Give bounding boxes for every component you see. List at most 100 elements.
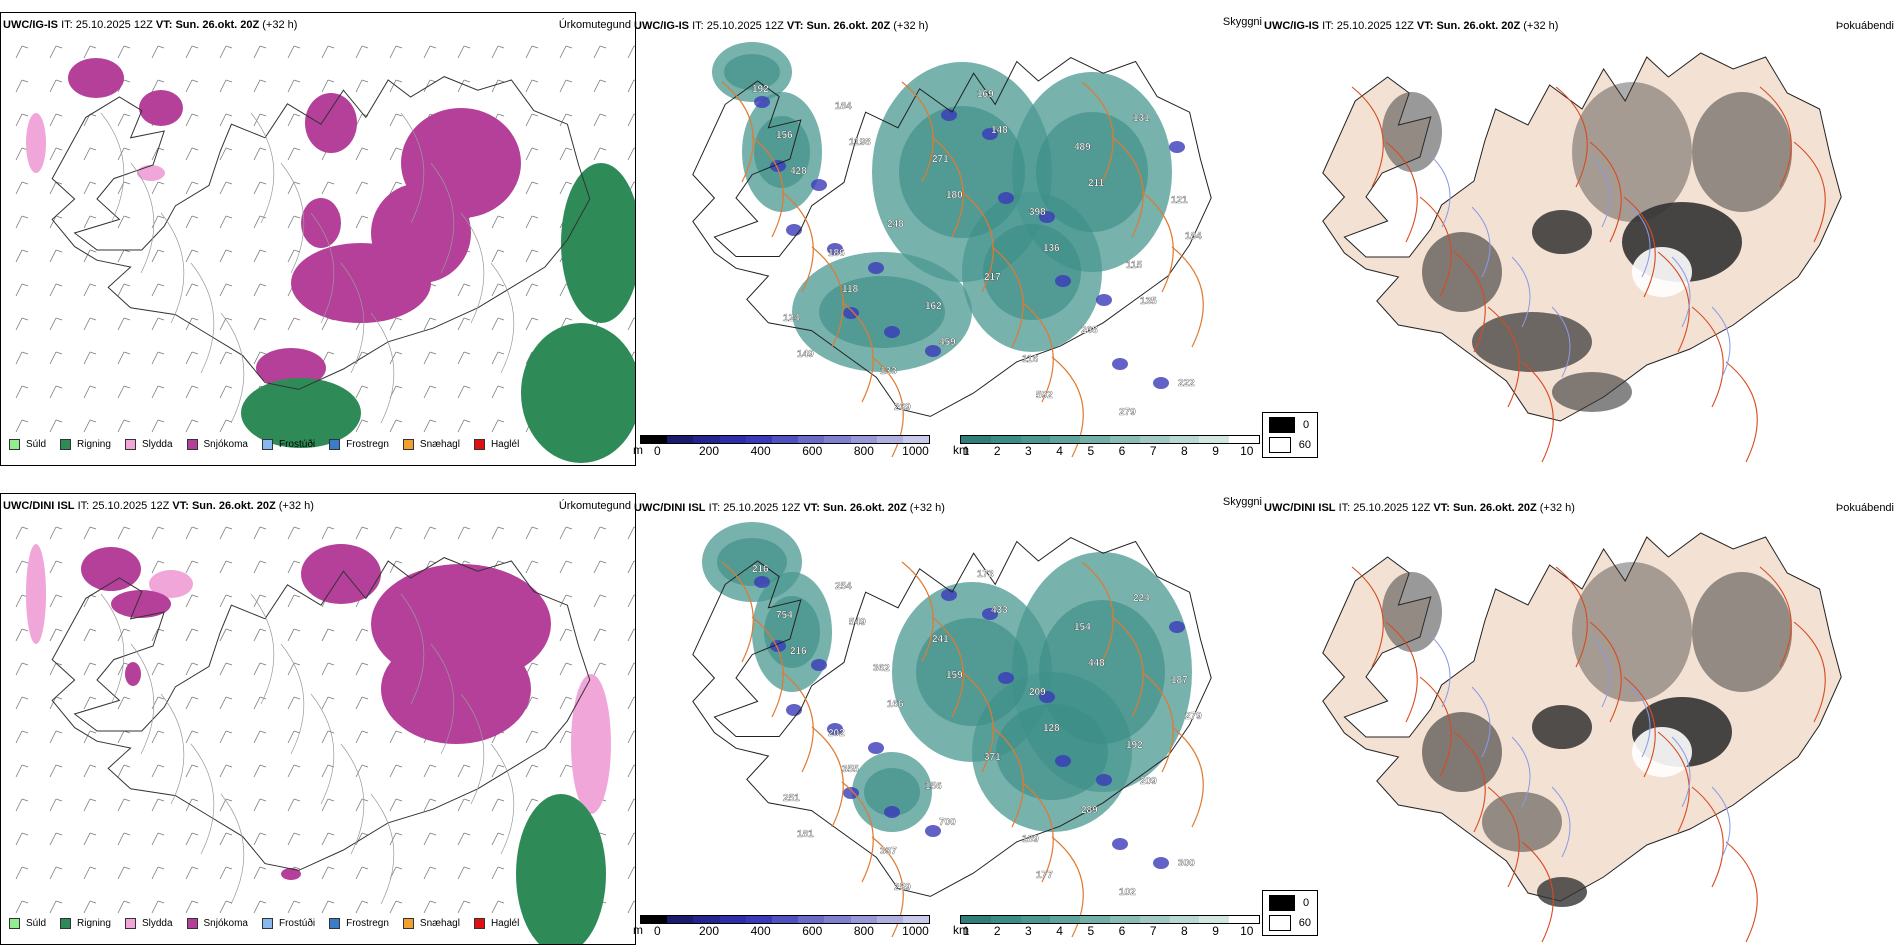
legend-label: Frostregn <box>346 918 389 929</box>
wind-barb <box>185 764 193 778</box>
wind-barb-flag <box>565 113 573 117</box>
wind-barb-flag <box>463 45 471 49</box>
wind-barb <box>219 730 227 744</box>
row1-cloudcover-panel: UWC/IG-IS IT: 25.10.2025 12Z VT: Sun. 26… <box>1262 12 1900 464</box>
wind-barb <box>219 79 227 93</box>
wind-barb <box>355 900 363 914</box>
road-line <box>931 136 964 238</box>
wind-barb-flag <box>565 560 573 564</box>
wind-barb-flag <box>293 832 301 836</box>
wind-barb-flag <box>259 866 267 870</box>
wind-barb-flag <box>395 45 403 49</box>
road-line <box>160 693 185 805</box>
cloud-base-value: 489 <box>1074 142 1091 153</box>
wind-barb <box>559 560 567 574</box>
wind-barb-flag <box>531 526 539 530</box>
road-line <box>1081 561 1114 663</box>
rain-area <box>241 378 361 448</box>
cloud-base-value: 156 <box>925 781 942 792</box>
wind-barb-flag <box>565 181 573 185</box>
colorbar-tick-label: 200 <box>699 444 720 458</box>
wind-barb <box>185 419 193 433</box>
wind-barb <box>389 181 397 195</box>
road-line <box>1419 196 1452 298</box>
wind-barb <box>355 798 363 812</box>
wind-barb-flag <box>21 662 29 666</box>
road-line <box>1385 621 1418 723</box>
road-line <box>931 616 964 718</box>
snow-area <box>68 58 124 98</box>
wind-barb <box>151 351 159 365</box>
wind-barb <box>287 730 295 744</box>
wind-barb <box>49 283 57 297</box>
snow-area <box>381 634 531 744</box>
road-line <box>961 671 994 773</box>
colorbar-swatches <box>640 435 930 444</box>
legend-item: Snæhagl <box>402 439 460 450</box>
wind-barb-flag <box>531 798 539 802</box>
cloud-base-value: 216 <box>790 646 807 657</box>
wind-barb-flag <box>259 181 267 185</box>
wind-barb-flag <box>565 526 573 530</box>
wind-barb-flag <box>225 628 233 632</box>
low-cloud-patch <box>1039 211 1055 223</box>
cloud-base-value: 459 <box>939 337 956 348</box>
cloud-base-value: 224 <box>1133 593 1150 604</box>
wind-barb-flag <box>395 181 403 185</box>
road-line <box>280 162 305 274</box>
wind-barb-flag <box>497 419 505 423</box>
wind-barb-flag <box>463 419 471 423</box>
legend-label: Haglél <box>490 439 520 450</box>
low-cloud-patch <box>1055 275 1071 287</box>
wind-barb <box>593 628 601 642</box>
cloud-base-value: 271 <box>932 154 949 165</box>
wind-barb <box>117 526 125 540</box>
row1-cloudbase-panel: 192 1198 180 136 135 149 269 148 211 184 118 459 592… <box>632 12 1262 464</box>
row2-cloudbase-map: 2165491591282091812594334482793557001772… <box>692 522 1212 938</box>
road-line <box>100 112 125 224</box>
colorbar-swatch <box>876 916 903 923</box>
road-line <box>1385 141 1418 243</box>
fog-area <box>1532 705 1592 749</box>
road-line <box>1657 731 1690 833</box>
fog-area <box>1552 372 1632 412</box>
wind-barb-flag <box>191 113 199 117</box>
wind-barb-flag <box>429 526 437 530</box>
wind-barb-flag <box>361 351 369 355</box>
wind-barb <box>117 317 125 331</box>
wind-barb <box>185 181 193 195</box>
wind-barb <box>491 764 499 778</box>
low-cloud-patch <box>998 192 1014 204</box>
wind-barb-flag <box>55 832 63 836</box>
wind-barb <box>83 181 91 195</box>
road-line <box>1111 136 1144 238</box>
wind-barb-flag <box>157 45 165 49</box>
cloud-base-value: 131 <box>1133 113 1150 124</box>
wind-barb-flag <box>89 351 97 355</box>
legend-swatch <box>329 918 341 929</box>
wind-barb <box>491 866 499 880</box>
wind-barb-flag <box>293 866 301 870</box>
road-line <box>1623 676 1656 778</box>
wind-barb <box>525 317 533 331</box>
wind-barb-flag <box>463 832 471 836</box>
wind-barb-flag <box>599 45 607 49</box>
wind-barb-flag <box>55 628 63 632</box>
cloud-base-value: 184 <box>835 101 852 112</box>
colorbar-swatch <box>693 436 720 443</box>
wind-barb-flag <box>497 351 505 355</box>
road-line <box>1555 566 1588 668</box>
cloud-legend-label: 0 <box>1303 897 1310 909</box>
road-line <box>1171 726 1204 828</box>
wind-barb <box>593 79 601 93</box>
wind-barb-flag <box>463 351 471 355</box>
wind-barb <box>389 419 397 433</box>
wind-barb <box>253 215 261 229</box>
wind-barb-flag <box>565 317 573 321</box>
low-cloud-patch <box>827 243 843 255</box>
colorbar-tick-label: 600 <box>802 444 823 458</box>
wind-barb <box>185 696 193 710</box>
road-line <box>460 212 485 324</box>
wind-barb-flag <box>21 215 29 219</box>
wind-barb <box>253 798 261 812</box>
